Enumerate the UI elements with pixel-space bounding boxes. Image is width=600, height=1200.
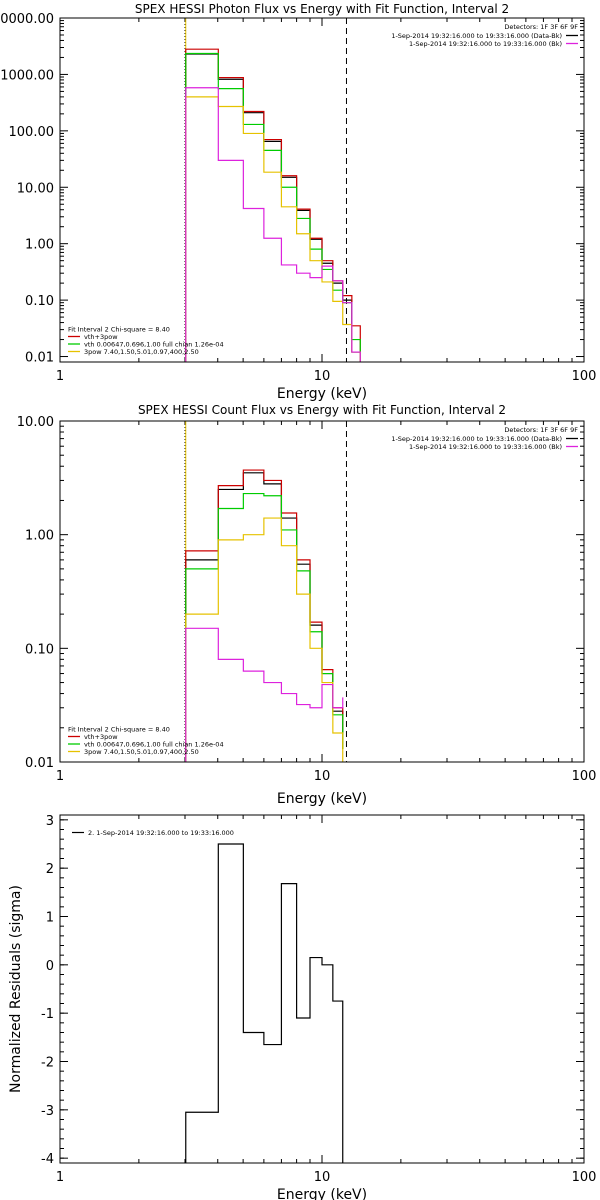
y-tick-label: 10000.00 bbox=[0, 12, 54, 27]
x-axis-label: Energy (keV) bbox=[277, 1187, 367, 1200]
y-tick-label: 10.00 bbox=[17, 415, 54, 430]
y-tick-label: -3 bbox=[41, 1104, 54, 1119]
legend-entry: vth 0.00647,0.696,1.00 full chian 1.26e-… bbox=[84, 741, 224, 749]
y-tick-label: 0.01 bbox=[25, 756, 54, 771]
legend-entry: vth+3pow bbox=[84, 333, 118, 341]
y-tick-label: 0.10 bbox=[25, 294, 54, 309]
series-line-residuals bbox=[185, 843, 344, 1163]
y-tick-label: 1.00 bbox=[25, 238, 54, 253]
x-tick-label: 1 bbox=[56, 769, 64, 784]
plot-frame bbox=[59, 17, 585, 363]
legend-entry: 1-Sep-2014 19:32:16.000 to 19:33:16.000 … bbox=[391, 435, 562, 443]
y-tick-label: 2 bbox=[46, 862, 54, 877]
series-line-vth-3pow bbox=[185, 48, 361, 362]
series-line-vth-3pow bbox=[185, 469, 344, 762]
y-tick-label: 0.10 bbox=[25, 642, 54, 657]
legend-entry: 3pow 7.40,1.50,5.01,0.97,400,2.50 bbox=[84, 348, 199, 356]
y-tick-label: 3 bbox=[46, 814, 54, 829]
x-tick-label: 100 bbox=[572, 769, 597, 784]
legend-entry: 1-Sep-2014 19:32:16.000 to 19:33:16.000 … bbox=[409, 40, 562, 48]
series-line-vth bbox=[185, 492, 344, 762]
legend-entry: 2. 1-Sep-2014 19:32:16.000 to 19:33:16.0… bbox=[88, 829, 234, 837]
fit-header: Fit Interval 2 Chi-square = 8.40 bbox=[68, 326, 170, 334]
y-tick-label: 1.00 bbox=[25, 529, 54, 544]
x-tick-label: 10 bbox=[314, 1170, 331, 1185]
x-axis-label: Energy (keV) bbox=[277, 791, 367, 807]
y-tick-label: -4 bbox=[41, 1152, 54, 1167]
x-tick-label: 1 bbox=[56, 1170, 64, 1185]
legend-entry: 1-Sep-2014 19:32:16.000 to 19:33:16.000 … bbox=[409, 443, 562, 451]
series-line-3pow bbox=[185, 96, 361, 362]
y-tick-label: 0.01 bbox=[25, 351, 54, 366]
series-line-data-bk bbox=[185, 53, 361, 362]
series-line-3pow bbox=[185, 517, 344, 762]
y-tick-label: 100.00 bbox=[9, 125, 55, 140]
plot-area bbox=[185, 843, 344, 1163]
chart-title: SPEX HESSI Photon Flux vs Energy with Fi… bbox=[135, 2, 509, 16]
legend-entry: 1-Sep-2014 19:32:16.000 to 19:33:16.000 … bbox=[391, 32, 562, 40]
legend-entry: vth+3pow bbox=[84, 733, 118, 741]
x-tick-label: 100 bbox=[572, 1170, 597, 1185]
y-tick-label: 10.00 bbox=[17, 181, 54, 196]
residuals-chart: Energy (keV) Normalized Residuals (sigma)… bbox=[8, 814, 596, 1200]
count-flux-chart: SPEX HESSI Count Flux vs Energy with Fit… bbox=[17, 403, 597, 807]
legend-entry: 3pow 7.40,1.50,5.01,0.97,400,2.50 bbox=[84, 748, 199, 756]
x-tick-label: 10 bbox=[314, 369, 331, 384]
y-tick-label: -2 bbox=[41, 1056, 54, 1071]
y-axis-label: Normalized Residuals (sigma) bbox=[8, 885, 24, 1093]
chart-title: SPEX HESSI Count Flux vs Energy with Fit… bbox=[138, 403, 506, 417]
y-tick-label: 1 bbox=[46, 911, 54, 926]
fit-header: Fit Interval 2 Chi-square = 8.40 bbox=[68, 726, 170, 734]
plot-area bbox=[185, 469, 344, 762]
detectors-label: Detectors: 1F 3F 6F 9F bbox=[504, 426, 578, 434]
detectors-label: Detectors: 1F 3F 6F 9F bbox=[504, 23, 578, 31]
series-line-bk bbox=[185, 87, 361, 362]
plot-frame bbox=[59, 420, 585, 763]
y-tick-label: -1 bbox=[41, 1007, 54, 1022]
photon-flux-chart: SPEX HESSI Photon Flux vs Energy with Fi… bbox=[0, 2, 596, 402]
x-tick-label: 1 bbox=[56, 369, 64, 384]
legend-entry: vth 0.00647,0.696,1.00 full chian 1.26e-… bbox=[84, 341, 224, 349]
y-tick-label: 1000.00 bbox=[0, 68, 54, 83]
x-axis-label: Energy (keV) bbox=[277, 386, 367, 402]
y-tick-label: 0 bbox=[46, 959, 54, 974]
x-tick-label: 10 bbox=[314, 769, 331, 784]
x-tick-label: 100 bbox=[572, 369, 597, 384]
series-line-bk bbox=[185, 627, 344, 762]
plot-frame bbox=[59, 814, 585, 1164]
plot-area bbox=[185, 48, 361, 362]
